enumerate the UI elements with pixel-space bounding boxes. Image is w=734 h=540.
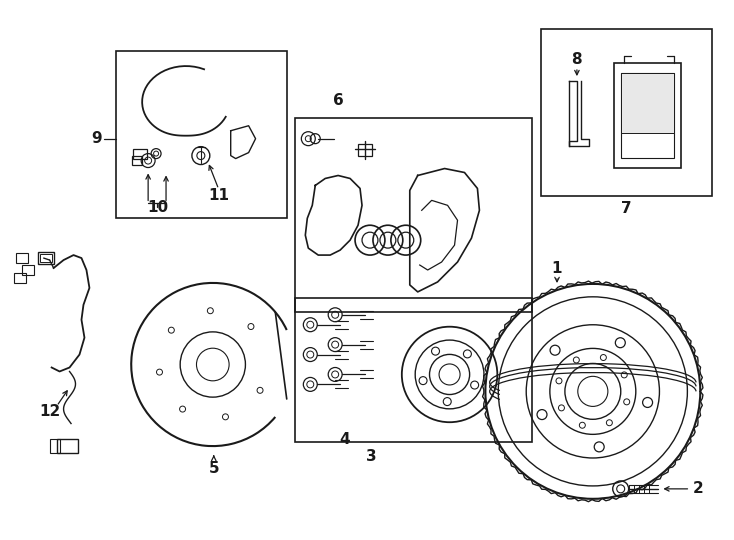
Bar — [295, 118, 532, 312]
Text: 9: 9 — [91, 131, 102, 146]
Bar — [40, 254, 51, 262]
Bar — [541, 29, 712, 197]
Bar — [621, 73, 675, 158]
Bar — [14, 273, 26, 283]
Bar — [50, 439, 59, 453]
Text: 4: 4 — [340, 431, 350, 447]
Text: 1: 1 — [552, 260, 562, 275]
Bar — [295, 298, 532, 442]
Bar — [358, 144, 372, 156]
Text: 8: 8 — [572, 52, 582, 66]
Bar — [133, 148, 147, 159]
Bar — [37, 252, 54, 264]
Text: 12: 12 — [39, 404, 60, 418]
Text: 6: 6 — [333, 93, 344, 109]
Text: 7: 7 — [622, 201, 632, 216]
Bar — [16, 253, 28, 263]
Text: 2: 2 — [693, 481, 704, 496]
Bar — [614, 63, 681, 167]
Bar — [57, 439, 79, 453]
Text: 10: 10 — [148, 200, 169, 215]
Bar — [132, 156, 142, 165]
Text: 11: 11 — [208, 188, 229, 203]
Text: 3: 3 — [366, 449, 377, 463]
Bar — [116, 51, 288, 218]
Bar — [22, 265, 34, 275]
Text: 5: 5 — [208, 462, 219, 476]
Bar — [621, 73, 675, 133]
